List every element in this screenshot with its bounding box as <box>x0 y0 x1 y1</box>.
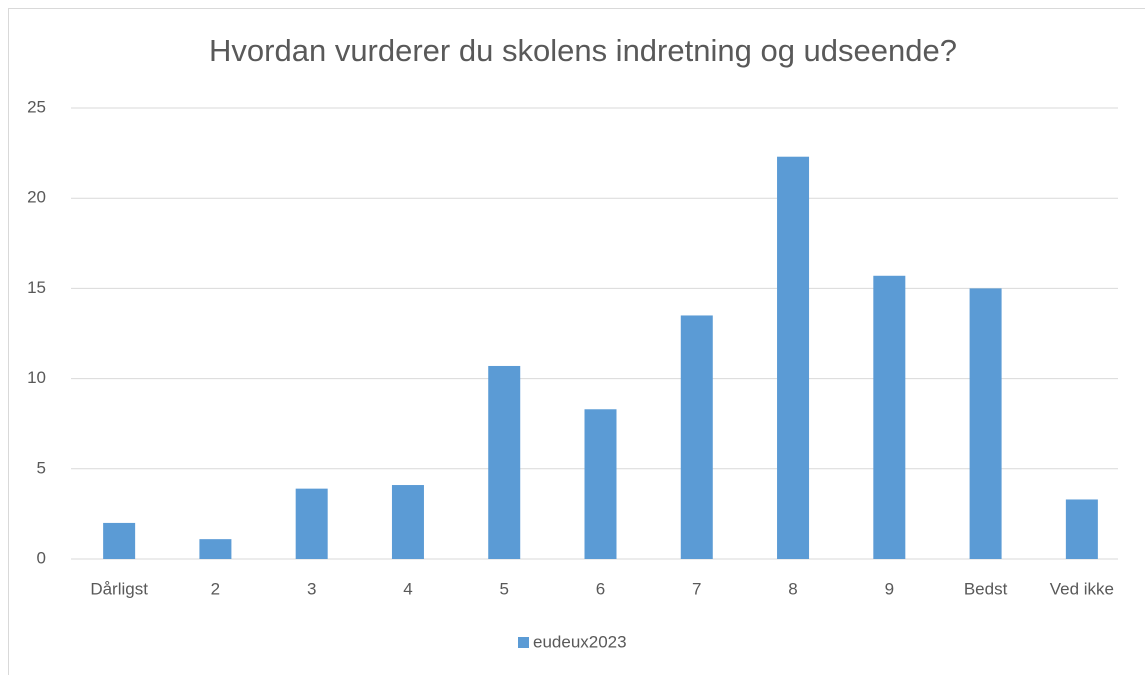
bar <box>1065 499 1098 559</box>
y-tick-label: 25 <box>27 97 46 116</box>
x-tick-label: 5 <box>499 579 508 598</box>
bar <box>969 288 1002 559</box>
x-tick-label: 4 <box>403 579 412 598</box>
bar <box>584 409 617 559</box>
bar <box>103 522 136 559</box>
bar <box>295 488 328 559</box>
y-tick-label: 5 <box>37 458 46 477</box>
x-tick-label: Bedst <box>964 579 1008 598</box>
bar <box>777 156 810 559</box>
chart-title: Hvordan vurderer du skolens indretning o… <box>209 33 957 68</box>
x-tick-label: 6 <box>596 579 605 598</box>
bar <box>199 539 232 559</box>
bar <box>391 485 424 559</box>
x-tick-label: 3 <box>307 579 316 598</box>
bar <box>488 365 521 559</box>
x-tick-label: 9 <box>885 579 894 598</box>
legend-swatch <box>518 637 529 648</box>
x-tick-label: Ved ikke <box>1050 579 1114 598</box>
x-tick-label: 8 <box>788 579 797 598</box>
y-tick-label: 10 <box>27 368 46 387</box>
x-tick-label: 7 <box>692 579 701 598</box>
y-tick-label: 20 <box>27 188 46 207</box>
x-tick-label: 2 <box>211 579 220 598</box>
y-tick-label: 15 <box>27 278 46 297</box>
x-tick-label: Dårligst <box>90 579 148 598</box>
legend-label: eudeux2023 <box>533 632 627 651</box>
bar <box>680 315 713 559</box>
chart-frame <box>8 8 1145 675</box>
y-tick-label: 0 <box>37 548 46 567</box>
bar <box>873 275 906 559</box>
